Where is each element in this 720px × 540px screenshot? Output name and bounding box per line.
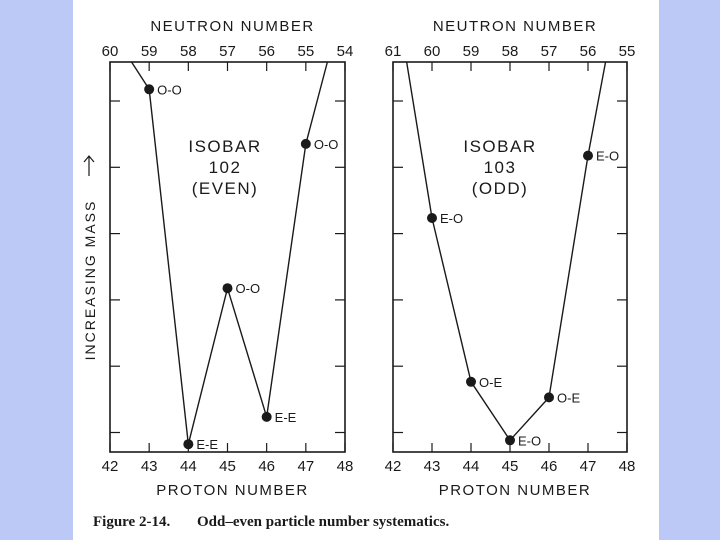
top-tick-label: 59	[141, 43, 158, 60]
data-point	[466, 376, 476, 387]
top-tick-label: 58	[502, 43, 519, 60]
y-axis-label: INCREASING MASS	[82, 200, 98, 361]
x-tick-label: 42	[102, 458, 119, 475]
x-tick-label: 45	[219, 458, 236, 475]
top-tick-label: 61	[385, 43, 402, 60]
data-point	[544, 392, 554, 403]
data-point-label: O-E	[557, 390, 580, 405]
x-tick-label: 47	[580, 458, 597, 475]
top-axis-title: NEUTRON NUMBER	[150, 18, 314, 35]
data-point-label: E-O	[596, 149, 619, 164]
chart-title-line: 103	[484, 158, 517, 177]
top-tick-label: 56	[258, 43, 275, 60]
x-tick-label: 45	[502, 458, 519, 475]
data-point	[300, 138, 311, 149]
chart-title-line: (ODD)	[472, 179, 529, 198]
figure-caption-label: Figure 2-14.	[93, 514, 170, 530]
top-tick-label: 55	[619, 43, 636, 60]
top-tick-label: 54	[337, 43, 354, 60]
top-tick-label: 58	[180, 43, 197, 60]
isobar-102-panel: 42 60 43 59 44 58 45 57 46 56 47 55 48 54 PROTON NUMBE…	[102, 18, 354, 499]
data-point-label: O-O	[157, 82, 182, 97]
x-tick-label: 42	[385, 458, 402, 475]
top-tick-label: 60	[424, 43, 441, 60]
data-point-label: O-E	[479, 375, 502, 390]
chart-title-line: ISOBAR	[463, 137, 536, 156]
scanned-page	[73, 0, 659, 540]
series-line	[130, 61, 329, 445]
chart-title-line: (EVEN)	[192, 179, 259, 198]
data-point-label: E-E	[275, 410, 297, 425]
y-axis-arrow	[83, 155, 95, 176]
figure-caption-text: Odd–even particle number systematics.	[197, 514, 449, 530]
x-tick-label: 46	[541, 458, 558, 475]
x-axis-title: PROTON NUMBER	[156, 482, 309, 499]
x-tick-label: 48	[337, 458, 354, 475]
top-tick-label: 60	[102, 43, 119, 60]
top-tick-label: 59	[463, 43, 480, 60]
x-tick-label: 46	[258, 458, 275, 475]
top-tick-label: 56	[580, 43, 597, 60]
data-point	[583, 150, 593, 161]
top-tick-label: 57	[219, 43, 236, 60]
chart-title-line: ISOBAR	[188, 137, 261, 156]
data-point-label: E-O	[518, 433, 541, 448]
x-tick-label: 44	[180, 458, 197, 475]
x-tick-label: 47	[297, 458, 314, 475]
data-point	[505, 435, 515, 446]
x-tick-label: 44	[463, 458, 480, 475]
data-point	[261, 411, 272, 422]
chart-title-line: 102	[209, 158, 242, 177]
top-tick-label: 57	[541, 43, 558, 60]
x-tick-label: 43	[424, 458, 441, 475]
plot-frame	[109, 61, 346, 453]
x-tick-label: 43	[141, 458, 158, 475]
data-point	[183, 439, 194, 450]
data-point	[222, 283, 233, 294]
top-tick-label: 55	[297, 43, 314, 60]
isobar-103-panel: 42 61 43 60 44 59 45 58 46 57 47 56 48 55 PROTON NUMBE…	[385, 18, 636, 499]
data-point	[427, 213, 437, 223]
x-axis-title: PROTON NUMBER	[439, 482, 592, 499]
data-point-label: E-E	[196, 437, 218, 452]
series-line	[405, 61, 607, 442]
data-point-label: E-O	[440, 211, 463, 226]
data-point-label: O-O	[314, 137, 339, 152]
top-axis-title: NEUTRON NUMBER	[433, 18, 597, 35]
x-tick-label: 48	[619, 458, 636, 475]
data-point-label: O-O	[236, 281, 261, 296]
data-point	[144, 84, 155, 95]
plot-frame	[392, 61, 628, 453]
